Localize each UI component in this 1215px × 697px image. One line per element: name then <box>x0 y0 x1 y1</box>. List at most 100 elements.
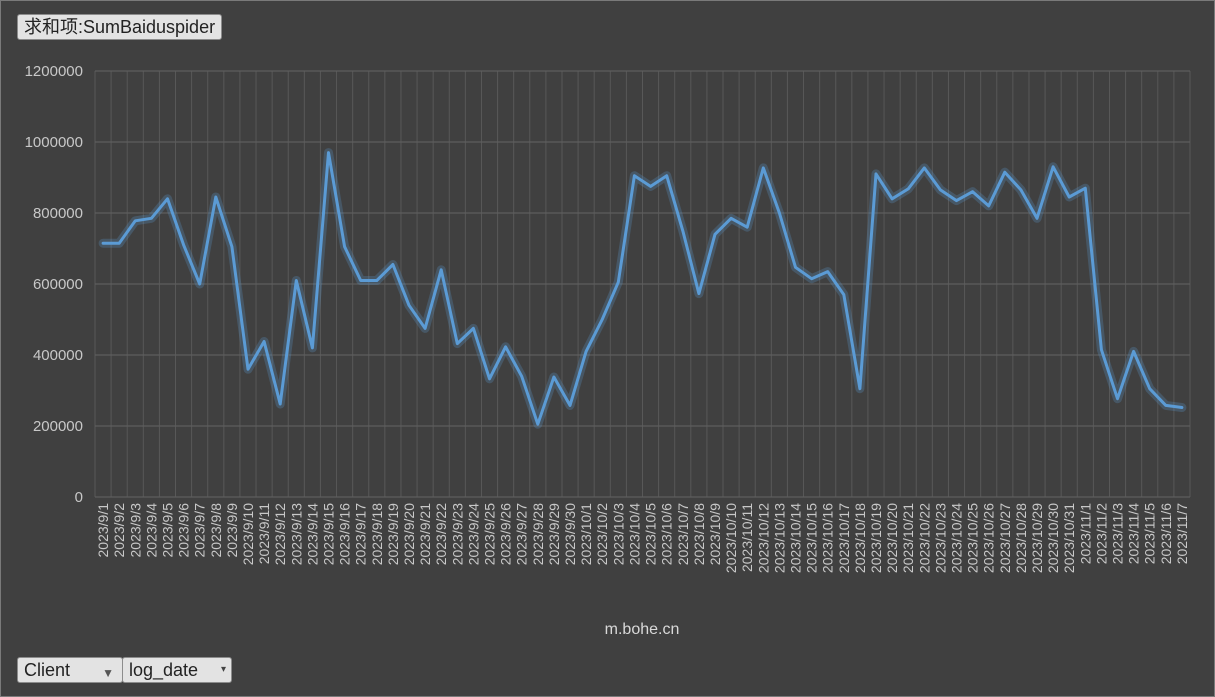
x-tick-label: 2023/10/28 <box>1013 503 1029 573</box>
x-tick-label: 2023/10/21 <box>900 503 916 573</box>
x-tick-label: 2023/10/9 <box>707 503 723 565</box>
data-point <box>600 318 604 322</box>
data-point <box>343 245 347 249</box>
x-tick-label: 2023/11/7 <box>1174 503 1190 564</box>
data-point <box>777 211 781 215</box>
client-filter-button[interactable]: Client ▼ <box>17 657 123 683</box>
x-tick-label: 2023/10/27 <box>997 503 1013 573</box>
x-tick-label: 2023/9/27 <box>514 503 530 565</box>
x-tick-label: 2023/9/26 <box>498 503 514 565</box>
x-tick-label: 2023/10/7 <box>675 503 691 565</box>
log-date-filter-label: log_date <box>129 660 199 680</box>
x-tick-label: 2023/10/17 <box>836 503 852 573</box>
data-point <box>761 166 765 170</box>
data-point <box>858 387 862 391</box>
y-tick-label: 1200000 <box>25 63 83 80</box>
data-point <box>1132 349 1136 353</box>
x-tick-label: 2023/9/30 <box>562 503 578 565</box>
x-tick-label: 2023/9/15 <box>320 503 336 565</box>
data-point <box>552 375 556 379</box>
data-point <box>246 367 250 371</box>
x-tick-label: 2023/10/12 <box>755 503 771 573</box>
x-tick-label: 2023/9/23 <box>449 503 465 565</box>
x-tick-label: 2023/10/5 <box>643 503 659 565</box>
data-point <box>1035 216 1039 220</box>
x-tick-label: 2023/11/1 <box>1077 503 1093 564</box>
data-point <box>922 166 926 170</box>
data-point <box>649 184 653 188</box>
data-point <box>568 403 572 407</box>
x-tick-label: 2023/10/2 <box>594 503 610 565</box>
data-point <box>681 229 685 233</box>
x-tick-label: 2023/9/4 <box>143 503 159 558</box>
data-point <box>842 293 846 297</box>
x-tick-label: 2023/10/14 <box>787 503 803 573</box>
data-point <box>230 245 234 249</box>
x-tick-label: 2023/9/2 <box>111 503 127 558</box>
data-point <box>713 232 717 236</box>
series-line <box>101 151 1184 426</box>
x-tick-label: 2023/10/6 <box>659 503 675 565</box>
x-tick-label: 2023/10/22 <box>916 503 932 573</box>
x-tick-label: 2023/10/15 <box>804 503 820 573</box>
data-point <box>391 262 395 266</box>
data-point <box>294 278 298 282</box>
data-point <box>504 345 508 349</box>
x-tick-label: 2023/9/28 <box>530 503 546 565</box>
data-point <box>1099 348 1103 352</box>
data-point <box>117 241 121 245</box>
x-tick-label: 2023/10/11 <box>739 503 755 572</box>
data-point <box>616 280 620 284</box>
x-tick-label: 2023/9/25 <box>482 503 498 565</box>
x-axis-title: m.bohe.cn <box>605 621 680 638</box>
x-tick-label: 2023/10/8 <box>691 503 707 565</box>
data-point <box>407 303 411 307</box>
data-point <box>665 174 669 178</box>
data-point <box>793 265 797 269</box>
log-date-filter-button[interactable]: log_date ▾ <box>122 657 232 683</box>
data-point <box>1164 403 1168 407</box>
x-tick-label: 2023/11/4 <box>1126 503 1142 564</box>
x-tick-label: 2023/10/31 <box>1061 503 1077 573</box>
data-point <box>987 204 991 208</box>
y-tick-label: 0 <box>75 489 83 506</box>
x-tick-label: 2023/10/20 <box>884 503 900 573</box>
data-point <box>149 216 153 220</box>
x-tick-label: 2023/10/30 <box>1045 503 1061 573</box>
y-tick-label: 800000 <box>33 205 83 222</box>
data-point <box>826 270 830 274</box>
y-tick-label: 400000 <box>33 347 83 364</box>
x-tick-label: 2023/10/3 <box>610 503 626 565</box>
data-point <box>488 377 492 381</box>
x-tick-label: 2023/10/29 <box>1029 503 1045 573</box>
data-point <box>455 342 459 346</box>
x-tick-label: 2023/9/5 <box>159 503 175 558</box>
data-point <box>536 422 540 426</box>
y-tick-label: 200000 <box>33 418 83 435</box>
data-point <box>101 241 105 245</box>
x-tick-label: 2023/11/3 <box>1110 503 1126 564</box>
data-point <box>439 268 443 272</box>
x-tick-label: 2023/10/25 <box>965 503 981 573</box>
x-tick-label: 2023/9/18 <box>369 503 385 565</box>
x-tick-label: 2023/11/6 <box>1158 503 1174 564</box>
x-tick-label: 2023/9/7 <box>192 503 208 558</box>
x-tick-label: 2023/9/20 <box>401 503 417 565</box>
x-tick-label: 2023/9/13 <box>288 503 304 565</box>
data-point <box>182 243 186 247</box>
x-tick-label: 2023/10/26 <box>981 503 997 573</box>
data-point <box>955 199 959 203</box>
data-point <box>198 282 202 286</box>
data-point <box>214 195 218 199</box>
data-point <box>375 278 379 282</box>
data-point <box>1148 387 1152 391</box>
data-point <box>810 277 814 281</box>
data-point <box>1180 406 1184 410</box>
value-field-label: 求和项:SumBaiduspider <box>24 17 216 37</box>
data-point <box>278 402 282 406</box>
value-field-button[interactable]: 求和项:SumBaiduspider <box>17 14 223 40</box>
data-point <box>133 219 137 223</box>
data-point <box>906 187 910 191</box>
x-tick-label: 2023/9/14 <box>304 503 320 565</box>
